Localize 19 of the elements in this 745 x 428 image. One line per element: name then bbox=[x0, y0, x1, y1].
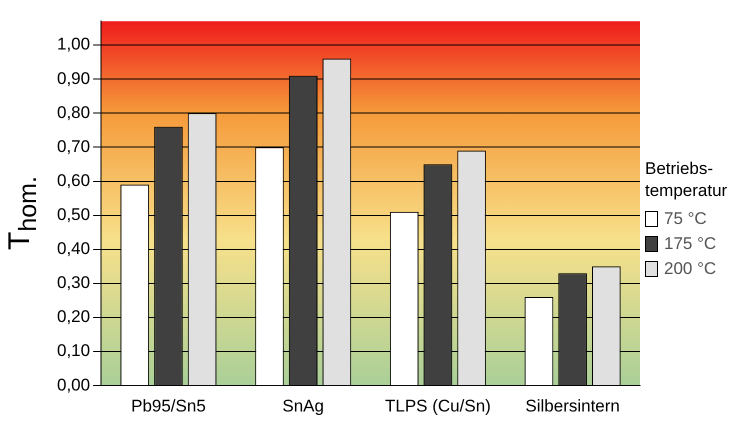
text: 200 °C bbox=[664, 258, 716, 278]
y-tick-label: 0,00 bbox=[56, 375, 90, 394]
y-tick-label: 0,70 bbox=[56, 136, 90, 156]
x-tick-label: SnAg bbox=[282, 396, 324, 416]
y-tick-label: 0,40 bbox=[56, 239, 90, 258]
y-tick-label: 0,20 bbox=[56, 307, 90, 326]
y-tick-label: 0,80 bbox=[56, 102, 90, 122]
y-tick-label: 1,00 bbox=[56, 34, 90, 54]
legend-title: Betriebs-temperatur bbox=[645, 158, 728, 202]
legend-label: 175 °C bbox=[664, 234, 716, 254]
y-tick-label: 0,30 bbox=[56, 273, 90, 292]
y-tick-label: 0,50 bbox=[56, 205, 90, 224]
y-tick-label: 0,90 bbox=[56, 68, 90, 88]
x-tick-label: Silbersintern bbox=[525, 396, 620, 416]
x-tick-label: TLPS (Cu/Sn) bbox=[385, 396, 491, 416]
y-tick-label: 0,60 bbox=[56, 170, 90, 190]
y-tick-label: 0,10 bbox=[56, 341, 90, 360]
x-tick-label: Pb95/Sn5 bbox=[131, 396, 206, 416]
legend-label: 75 °C bbox=[664, 208, 707, 228]
